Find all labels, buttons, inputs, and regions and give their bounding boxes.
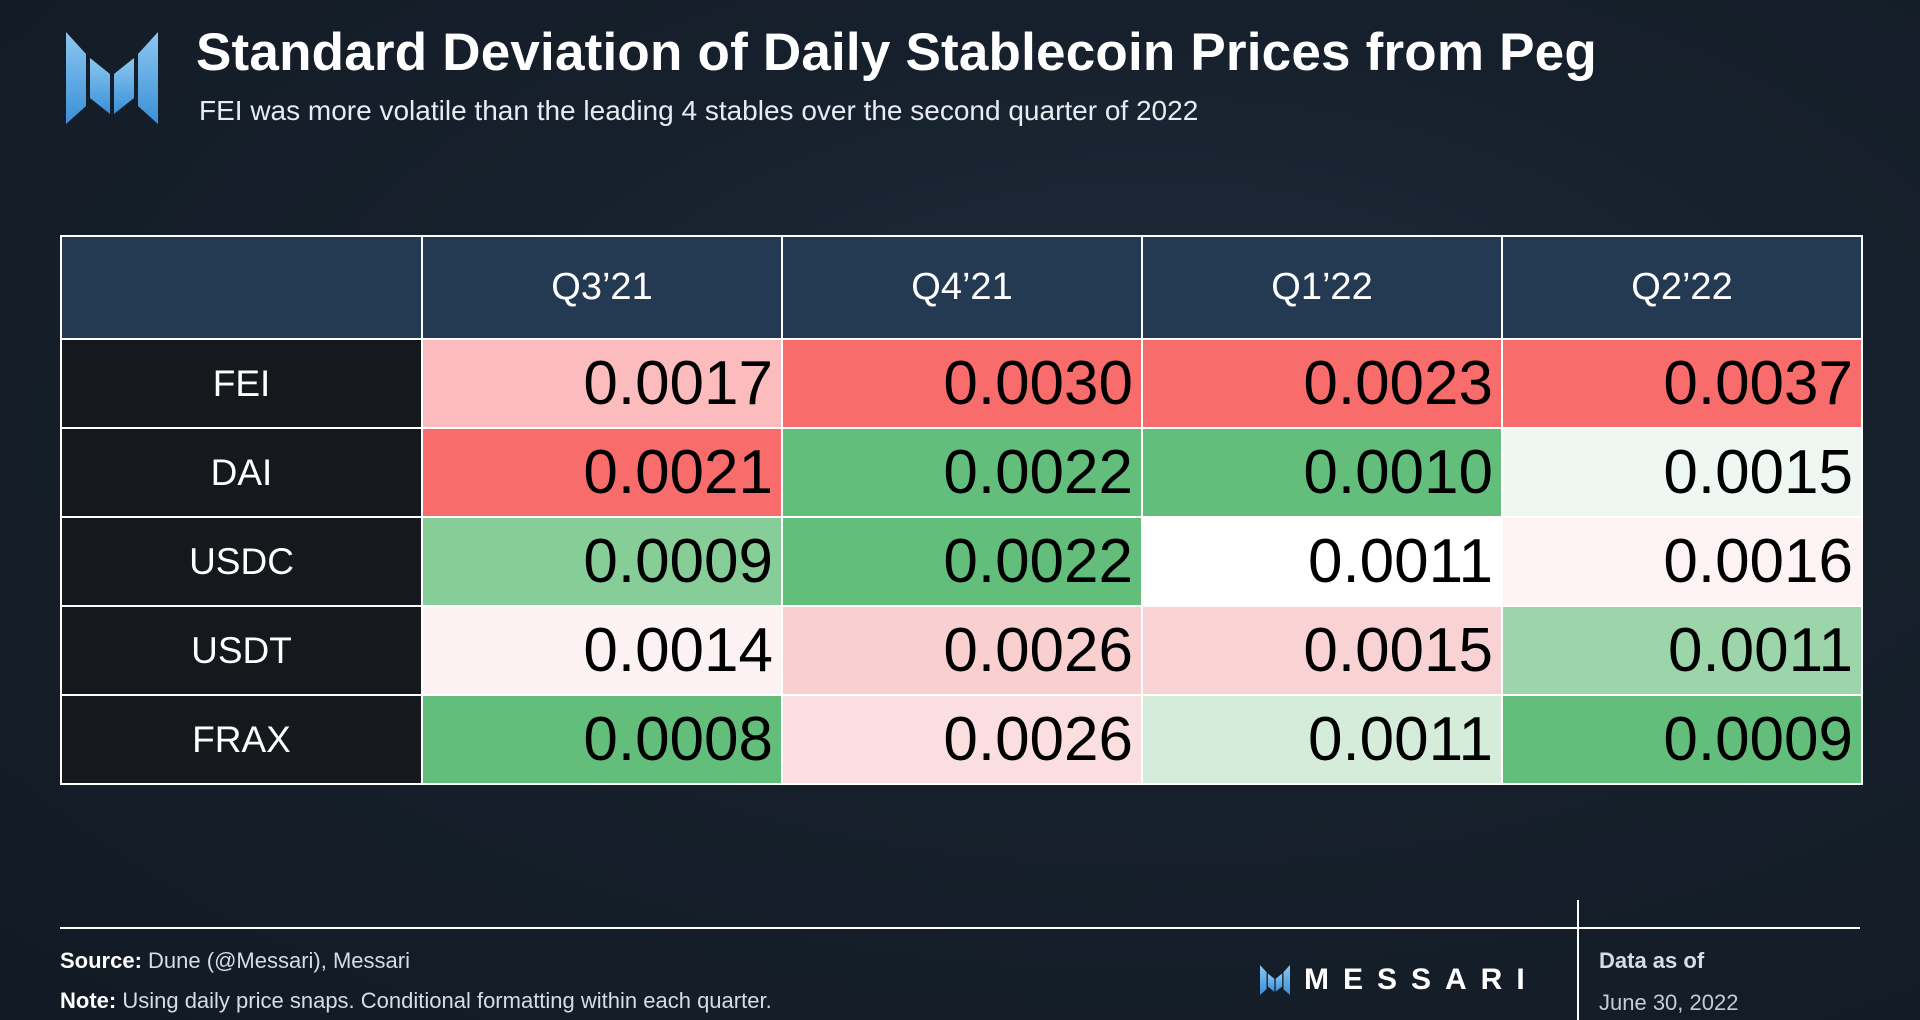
table-row: FRAX 0.0008 0.0026 0.0011 0.0009 bbox=[60, 694, 1863, 785]
value-cell: 0.0008 bbox=[421, 694, 783, 785]
value-cell: 0.0021 bbox=[421, 427, 783, 518]
column-header: Q3’21 bbox=[421, 235, 783, 340]
column-header: Q2’22 bbox=[1501, 235, 1863, 340]
value-cell: 0.0022 bbox=[781, 516, 1143, 607]
value-cell: 0.0011 bbox=[1501, 605, 1863, 696]
column-header: Q1’22 bbox=[1141, 235, 1503, 340]
chart-subtitle: FEI was more volatile than the leading 4… bbox=[199, 95, 1199, 126]
value-cell: 0.0009 bbox=[421, 516, 783, 607]
table-row: DAI 0.0021 0.0022 0.0010 0.0015 bbox=[60, 427, 1863, 518]
value-cell: 0.0037 bbox=[1501, 338, 1863, 429]
source-text: Dune (@Messari), Messari bbox=[141, 948, 410, 973]
table-row: USDT 0.0014 0.0026 0.0015 0.0011 bbox=[60, 605, 1863, 696]
value-cell: 0.0016 bbox=[1501, 516, 1863, 607]
row-label: DAI bbox=[60, 427, 423, 518]
value-cell: 0.0030 bbox=[781, 338, 1143, 429]
value-cell: 0.0026 bbox=[781, 605, 1143, 696]
value-cell: 0.0010 bbox=[1141, 427, 1503, 518]
value-cell: 0.0009 bbox=[1501, 694, 1863, 785]
value-cell: 0.0011 bbox=[1141, 694, 1503, 785]
value-cell: 0.0022 bbox=[781, 427, 1143, 518]
brand-name: MESSARI bbox=[1304, 963, 1539, 996]
value-cell: 0.0026 bbox=[781, 694, 1143, 785]
table-row: USDC 0.0009 0.0022 0.0011 0.0016 bbox=[60, 516, 1863, 607]
row-label: USDT bbox=[60, 605, 423, 696]
data-as-of-label: Data as of bbox=[1599, 948, 1705, 973]
chart-title: Standard Deviation of Daily Stablecoin P… bbox=[196, 23, 1597, 82]
stablecoin-deviation-table: Q3’21 Q4’21 Q1’22 Q2’22 FEI 0.0017 0.003… bbox=[60, 235, 1863, 785]
row-label: FRAX bbox=[60, 694, 423, 785]
value-cell: 0.0015 bbox=[1501, 427, 1863, 518]
value-cell: 0.0011 bbox=[1141, 516, 1503, 607]
note-text: Using daily price snaps. Conditional for… bbox=[116, 988, 772, 1013]
value-cell: 0.0015 bbox=[1141, 605, 1503, 696]
source-note: Source: Dune (@Messari), Messari bbox=[60, 948, 410, 974]
note-label: Note: bbox=[60, 988, 117, 1013]
data-as-of-date: June 30, 2022 bbox=[1599, 990, 1739, 1015]
value-cell: 0.0014 bbox=[421, 605, 783, 696]
messari-logo-small-icon bbox=[1260, 965, 1290, 995]
source-label: Source: bbox=[60, 948, 142, 973]
header-row: Q3’21 Q4’21 Q1’22 Q2’22 bbox=[60, 235, 1863, 340]
footer-divider bbox=[60, 927, 1860, 929]
messari-logo-icon bbox=[66, 32, 158, 124]
column-header: Q4’21 bbox=[781, 235, 1143, 340]
messari-brand: MESSARI bbox=[1258, 963, 1539, 997]
value-cell: 0.0017 bbox=[421, 338, 783, 429]
value-cell: 0.0023 bbox=[1141, 338, 1503, 429]
row-label: USDC bbox=[60, 516, 423, 607]
formatting-note: Note: Using daily price snaps. Condition… bbox=[60, 988, 772, 1014]
row-label: FEI bbox=[60, 338, 423, 429]
footer-vertical-divider bbox=[1577, 900, 1579, 1020]
corner-cell bbox=[60, 235, 423, 340]
table-row: FEI 0.0017 0.0030 0.0023 0.0037 bbox=[60, 338, 1863, 429]
